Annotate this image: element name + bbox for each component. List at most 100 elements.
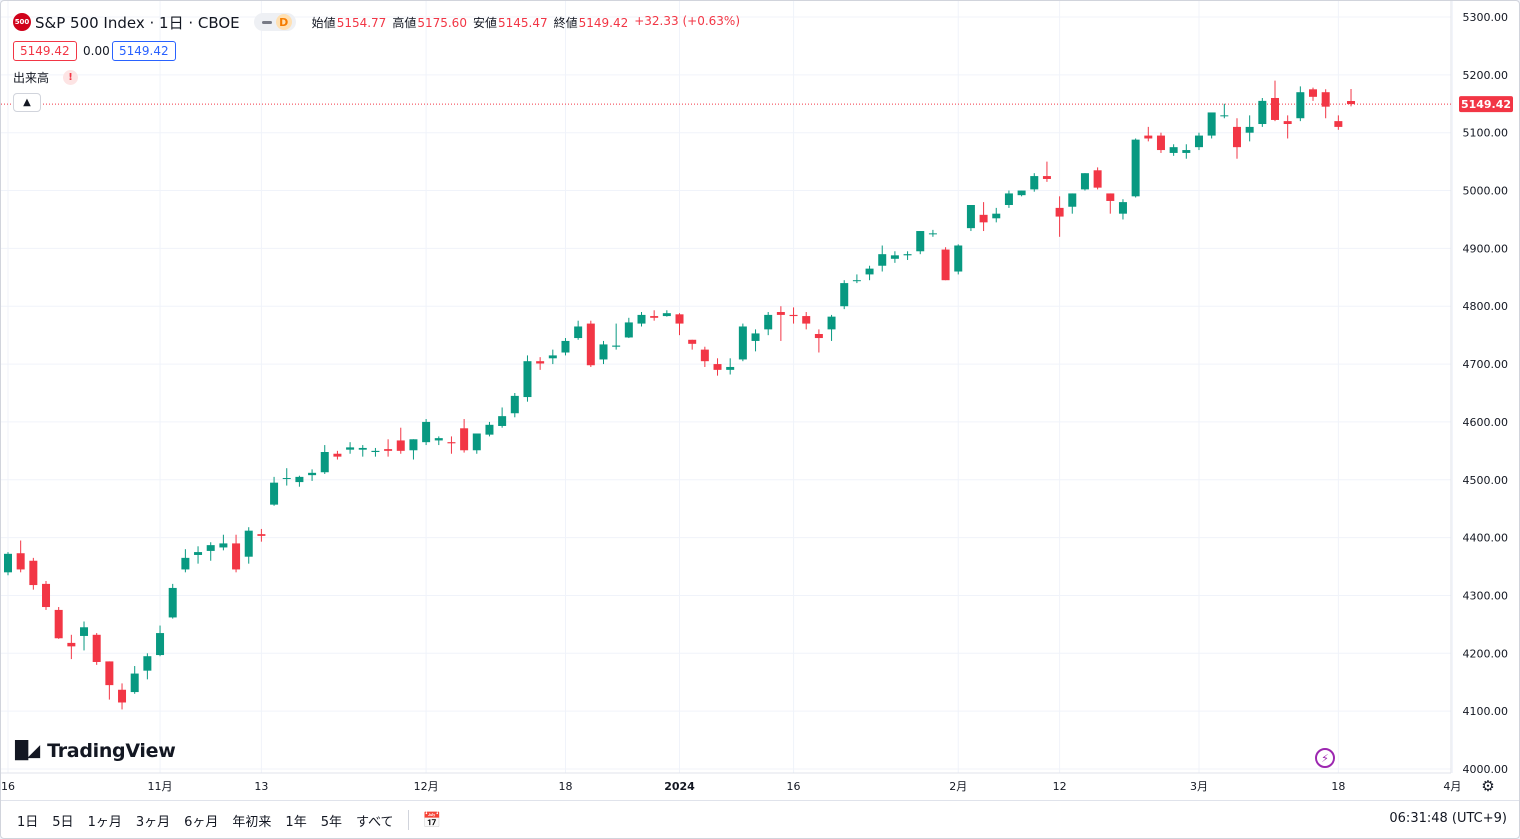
candle-body (4, 553, 12, 573)
candle-body (979, 214, 988, 223)
candle (333, 450, 342, 460)
x-tick-label: 11月 (148, 780, 173, 793)
symbol-header[interactable]: 500 S&P 500 Index · 1日 · CBOE D 始値5154.7… (13, 12, 740, 32)
candle-body (498, 416, 507, 426)
candle (194, 546, 203, 564)
volume-indicator[interactable]: 出来高 ! (13, 69, 79, 86)
buy-price-box[interactable]: 5149.42 (112, 41, 176, 61)
candle-body (751, 333, 760, 341)
candle-body (485, 424, 494, 435)
delayed-badge: D (275, 14, 292, 30)
candle (358, 445, 367, 457)
sell-price-box[interactable]: 5149.42 (13, 41, 77, 61)
candle (865, 265, 874, 281)
candle-body (244, 530, 253, 557)
candle-body (358, 447, 367, 450)
candle-body (1156, 135, 1165, 151)
candle-body (1245, 126, 1254, 133)
candle-body (1106, 193, 1115, 201)
timeframe-button-5[interactable]: 年初来 (232, 814, 272, 830)
candle (472, 433, 481, 454)
calendar-range-icon[interactable]: 📅 (422, 811, 442, 829)
plot-area[interactable]: 5300.00 5200.00 5100.00 5000.00 4900.00 4800.… (1, 1, 1513, 793)
candle-body (586, 323, 595, 366)
candle-body (1093, 170, 1102, 188)
candle-body (1207, 112, 1216, 136)
candle (1207, 112, 1216, 139)
tradingview-logo[interactable]: █◢ TradingView (15, 740, 176, 762)
candle-body (80, 627, 89, 636)
timeframe-button-8[interactable]: すべて (355, 814, 394, 830)
candle (168, 583, 177, 619)
candle-body (1080, 173, 1089, 190)
candle (422, 419, 431, 446)
candle (371, 447, 380, 457)
candle (1309, 87, 1318, 101)
candle (954, 244, 963, 275)
candle-body (422, 421, 431, 443)
candle (485, 421, 494, 437)
candle (232, 534, 241, 573)
dash-icon (261, 20, 272, 24)
candle-body (92, 634, 101, 662)
candle-body (1182, 150, 1191, 153)
market-status-pill[interactable]: D (253, 13, 296, 31)
candle-body (472, 433, 481, 451)
candle-body (320, 452, 329, 473)
candle (738, 323, 747, 362)
candle-body (814, 333, 823, 339)
candlestick-chart[interactable]: 5300.005200.005100.005000.004900.004800.… (1, 1, 1519, 801)
candle (460, 419, 469, 453)
timeframe-button-2[interactable]: 1ヶ月 (87, 814, 122, 830)
symbol-title[interactable]: S&P 500 Index · 1日 · CBOE (35, 13, 240, 32)
candle (1245, 115, 1254, 142)
timeframe-button-1[interactable]: 5日 (52, 814, 74, 830)
y-tick-label: 5100.00 (1463, 127, 1509, 140)
candle-body (130, 673, 139, 693)
timeframe-button-4[interactable]: 6ヶ月 (184, 814, 219, 830)
candle-body (371, 450, 380, 453)
candle-body (143, 656, 152, 671)
x-tick-label: 12 (1053, 780, 1067, 793)
price-axis[interactable]: 5300.00 5200.00 5100.00 5000.00 4900.00 4800.… (1459, 11, 1513, 776)
y-tick-label: 4100.00 (1463, 705, 1509, 718)
lightning-icon[interactable]: ⚡ (1315, 748, 1335, 768)
candle (447, 436, 456, 454)
timeframe-button-6[interactable]: 1年 (285, 814, 307, 830)
timeframe-button-7[interactable]: 5年 (320, 814, 342, 830)
divider (407, 810, 409, 830)
candle-body (206, 545, 215, 551)
candle (928, 229, 937, 237)
candle (751, 329, 760, 352)
clock[interactable]: 06:31:48 (UTC+9) (1389, 811, 1507, 826)
candle (1347, 88, 1356, 107)
candle-body (878, 254, 887, 266)
candle (143, 653, 152, 680)
candle-body (1296, 92, 1305, 119)
candle (599, 340, 608, 365)
gear-icon[interactable]: ⚙ (1481, 777, 1495, 795)
candle-body (270, 482, 279, 505)
candle (510, 393, 519, 418)
candle (612, 323, 621, 350)
candle (840, 280, 849, 310)
y-tick-label: 4300.00 (1463, 589, 1509, 602)
candle-body (764, 314, 773, 330)
warning-icon[interactable]: ! (63, 70, 79, 85)
candle-body (1258, 100, 1267, 125)
candle-body (1321, 92, 1330, 107)
candle-body (536, 361, 545, 364)
time-axis[interactable]: 16 11月 13 12月 18 2024 16 2月 12 3月 18 4月 (1, 780, 1461, 793)
candle-body (966, 205, 975, 229)
candle (1169, 144, 1178, 156)
candle-body (789, 314, 798, 317)
candle-body (738, 326, 747, 360)
candle-body (852, 280, 861, 282)
y-tick-label: 4900.00 (1463, 242, 1509, 255)
candle (1131, 138, 1140, 198)
timeframe-button-0[interactable]: 1日 (17, 814, 39, 830)
collapse-legend-button[interactable]: ▲ (13, 93, 41, 112)
candle-body (282, 478, 291, 480)
timeframe-button-3[interactable]: 3ヶ月 (135, 814, 171, 830)
grid (1, 1, 1453, 774)
